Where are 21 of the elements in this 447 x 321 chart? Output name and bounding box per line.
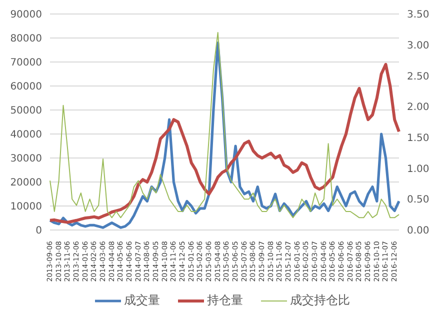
y2-tick-label: 0.50	[407, 194, 430, 206]
y2-tick-label: 2.50	[407, 71, 430, 82]
y-tick-label: 10000	[10, 202, 42, 213]
y-tick-label: 30000	[10, 154, 42, 165]
y-tick-label: 20000	[10, 178, 42, 189]
y-tick-label: 90000	[10, 10, 42, 21]
y-tick-label: 50000	[10, 106, 42, 117]
y-tick-label: 80000	[10, 34, 42, 45]
y2-tick-label: 0.00	[407, 226, 430, 237]
y-tick-label: 70000	[10, 58, 42, 69]
y-tick-label: 60000	[10, 82, 42, 93]
y2-tick-label: 1.00	[407, 164, 430, 175]
y-tick-label: 0	[36, 226, 42, 237]
legend-label: 持仓量	[206, 292, 243, 309]
legend-label: 成交持仓比	[289, 292, 350, 309]
y2-tick-label: 2.00	[407, 102, 430, 114]
y2-tick-label: 3.00	[407, 40, 430, 52]
y2-tick-label: 3.50	[407, 10, 430, 21]
y-tick-label: 40000	[10, 130, 42, 141]
y2-tick-label: 1.50	[407, 132, 430, 144]
legend-label: 成交量	[123, 292, 160, 309]
